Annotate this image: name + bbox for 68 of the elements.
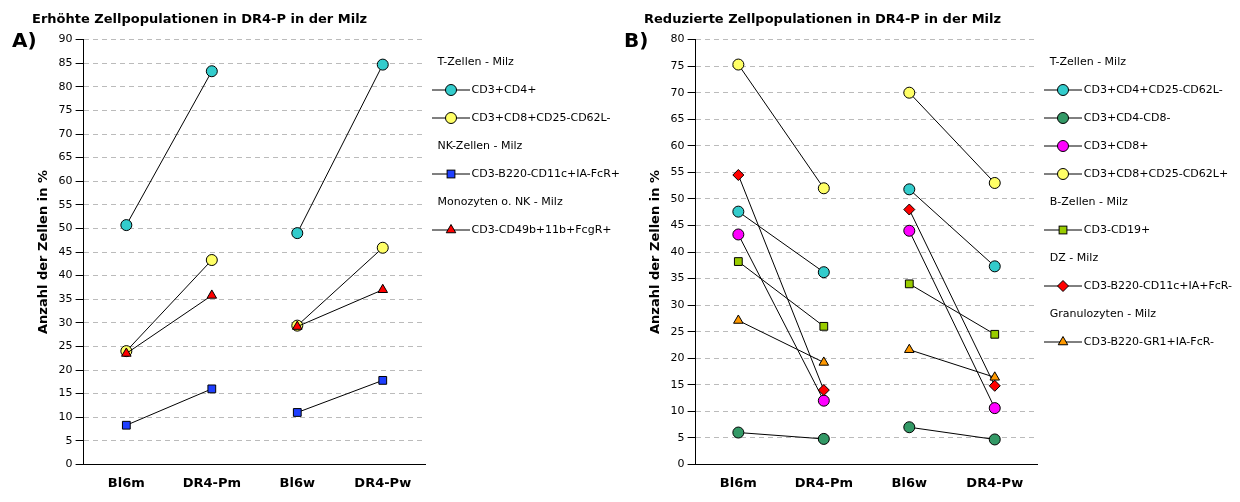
legend-label: CD3+CD4+	[470, 82, 538, 98]
y-tick-label: 80	[670, 32, 685, 46]
y-tick-label: 60	[670, 138, 685, 152]
y-tick-label: 40	[670, 244, 685, 258]
y-tick-label: 65	[670, 112, 685, 126]
legend-label: CD3+CD4+CD25-CD62L-	[1082, 82, 1224, 98]
text: T-Zellen - Milz	[436, 54, 515, 70]
y-tick-label: 45	[58, 244, 73, 258]
y-tick-label: 50	[670, 191, 685, 205]
chart-title: Erhöhte Zellpopulationen in DR4-P in der Milz	[31, 11, 367, 27]
x-tick-label: Bl6m	[107, 474, 145, 490]
y-axis-title: Anzahl der Zellen in %	[34, 170, 50, 334]
text: T-Zellen - Milz	[1048, 54, 1127, 70]
y-tick-label: 25	[670, 324, 685, 338]
y-tick-label: 30	[670, 297, 685, 311]
text: Granulozyten - Milz	[1048, 306, 1157, 322]
y-tick-label: 75	[670, 59, 685, 73]
y-tick-label: 60	[58, 174, 73, 188]
legend-label: CD3+CD8+CD25-CD62L+	[1082, 166, 1230, 182]
legend-label: CD3-CD49b+11b+FcgR+	[470, 222, 613, 238]
y-tick-label: 25	[58, 339, 73, 353]
y-tick-label: 35	[58, 292, 73, 306]
y-tick-label: 0	[677, 457, 685, 471]
text: B-Zellen - Milz	[1048, 194, 1129, 210]
y-tick-label: 50	[58, 221, 73, 235]
y-tick-label: 65	[58, 150, 73, 164]
legend-label: CD3+CD4-CD8-	[1082, 110, 1172, 126]
y-tick-label: 30	[58, 315, 73, 329]
x-tick-label: Bl6w	[279, 474, 315, 490]
text: NK-Zellen - Milz	[436, 138, 524, 154]
legend-label: CD3-B220-CD11c+IA-FcR+	[470, 166, 620, 182]
y-tick-label: 75	[58, 103, 73, 117]
chart-title: Reduzierte Zellpopulationen in DR4-P in der Milz	[643, 11, 1001, 27]
y-tick-label: 80	[58, 79, 73, 93]
text: B)	[624, 28, 649, 52]
y-tick-label: 70	[670, 85, 685, 99]
text: DZ - Milz	[1048, 250, 1100, 266]
y-tick-label: 5	[65, 433, 73, 447]
y-tick-label: 55	[58, 197, 73, 211]
y-tick-label: 40	[58, 268, 73, 282]
y-tick-label: 0	[65, 457, 73, 471]
y-tick-label: 55	[670, 165, 685, 179]
y-tick-label: 20	[670, 351, 685, 365]
y-tick-label: 85	[58, 56, 73, 70]
y-tick-label: 20	[58, 362, 73, 376]
x-tick-label: DR4-Pw	[966, 474, 1023, 490]
legend-label: CD3-B220-GR1+IA-FcR-	[1082, 334, 1215, 350]
legend-label: CD3+CD8+CD25-CD62L-	[470, 110, 612, 126]
y-tick-label: 15	[58, 386, 73, 400]
y-tick-label: 70	[58, 126, 73, 140]
x-tick-label: DR4-Pm	[794, 474, 853, 490]
y-tick-label: 10	[58, 410, 73, 424]
y-tick-label: 15	[670, 377, 685, 391]
legend-label: CD3-CD19+	[1082, 222, 1152, 238]
y-tick-label: 90	[58, 32, 73, 46]
legend-label: CD3+CD8+	[1082, 138, 1150, 154]
y-axis-title: Anzahl der Zellen in %	[646, 170, 662, 334]
text: Monozyten o. NK - Milz	[436, 194, 564, 210]
x-tick-label: Bl6m	[719, 474, 757, 490]
y-tick-label: 35	[670, 271, 685, 285]
text: A)	[12, 28, 37, 52]
y-tick-label: 10	[670, 404, 685, 418]
x-tick-label: Bl6w	[891, 474, 927, 490]
y-tick-label: 5	[677, 430, 685, 444]
x-tick-label: DR4-Pw	[353, 474, 411, 490]
x-tick-label: DR4-Pm	[182, 474, 241, 490]
legend-label: CD3-B220-CD11c+IA+FcR-	[1082, 278, 1232, 294]
y-tick-label: 45	[670, 218, 685, 232]
